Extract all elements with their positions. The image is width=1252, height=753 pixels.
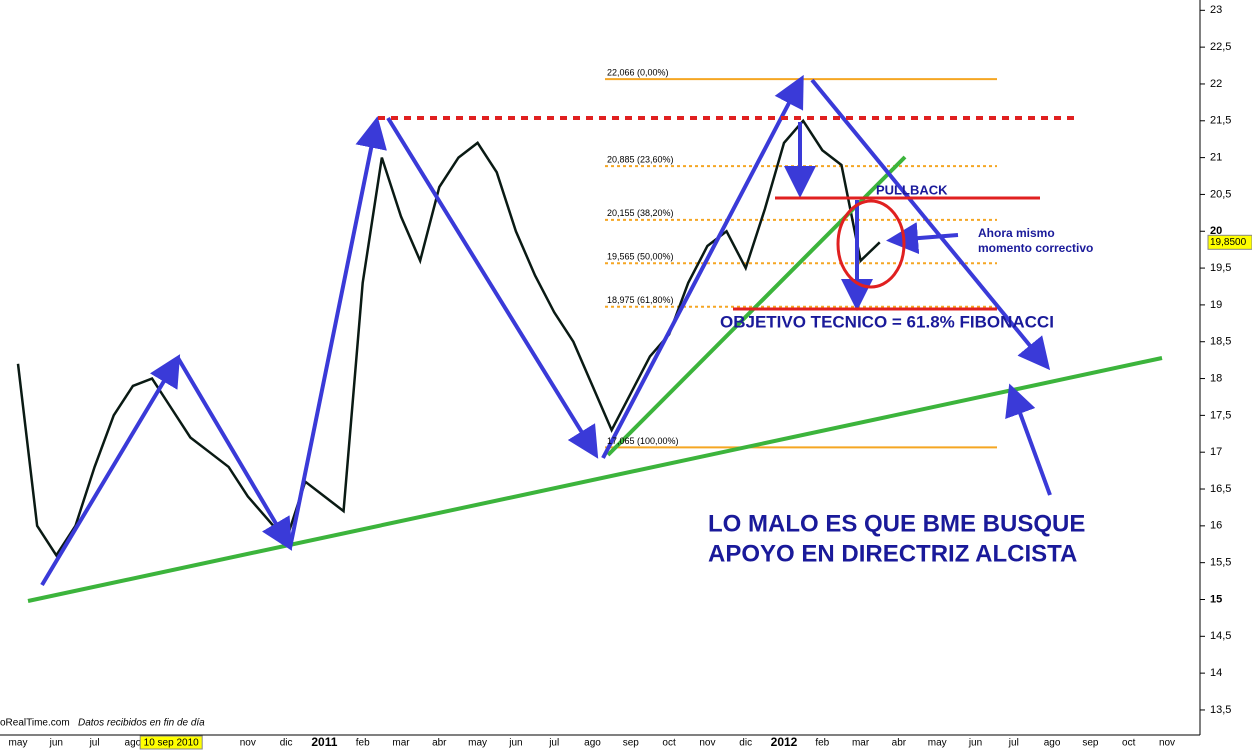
y-tick-label: 21 <box>1210 152 1222 164</box>
fib-label: 20,885 (23,60%) <box>607 154 674 164</box>
x-tick-label: may <box>9 738 28 749</box>
x-tick-label: jun <box>508 738 522 749</box>
annotation: LO MALO ES QUE BME BUSQUE <box>708 510 1085 537</box>
fib-label: 19,565 (50,00%) <box>607 252 674 262</box>
annotation: OBJETIVO TECNICO = 61.8% FIBONACCI <box>720 312 1054 331</box>
annotation: APOYO EN DIRECTRIZ ALCISTA <box>708 540 1077 567</box>
x-tick-label: mar <box>852 738 870 749</box>
y-tick-label: 15 <box>1210 593 1222 605</box>
x-tick-label: 10 sep 2010 <box>144 738 199 749</box>
y-tick-label: 18 <box>1210 372 1222 384</box>
y-tick-label: 22 <box>1210 78 1222 90</box>
annotation: Ahora mismo <box>978 226 1055 240</box>
arrow <box>386 116 599 459</box>
y-tick-label: 17 <box>1210 446 1222 458</box>
y-tick-label: 13,5 <box>1210 704 1231 716</box>
x-tick-label: jun <box>49 738 63 749</box>
arrow <box>601 74 804 459</box>
last-price-label: 19,8500 <box>1210 237 1247 248</box>
x-tick-label: ago <box>1044 738 1061 749</box>
x-label-highlight <box>139 735 203 750</box>
x-tick-label: may <box>468 738 487 749</box>
y-tick-label: 17,5 <box>1210 409 1231 421</box>
x-tick-label: dic <box>280 738 293 749</box>
x-tick-label: feb <box>815 738 829 749</box>
highlight-ellipse <box>836 199 906 289</box>
y-tick-label: 18,5 <box>1210 336 1231 348</box>
x-tick-label: jul <box>548 738 559 749</box>
arrow <box>176 356 293 551</box>
y-tick-label: 14,5 <box>1210 630 1231 642</box>
annotation: momento correctivo <box>978 241 1093 255</box>
x-tick-label: ago <box>584 738 601 749</box>
drawings <box>27 74 1163 603</box>
fib-label: 20,155 (38,20%) <box>607 208 674 218</box>
x-tick-label: nov <box>240 738 256 749</box>
x-tick-label: 2012 <box>771 735 798 749</box>
x-tick-label: jun <box>968 738 982 749</box>
x-tick-label: ago <box>125 738 142 749</box>
x-tick-label: 2011 <box>311 735 337 749</box>
y-tick-label: 16,5 <box>1210 483 1231 495</box>
x-tick-label: jul <box>89 738 100 749</box>
y-tick-label: 22,5 <box>1210 41 1231 53</box>
y-tick-label: 19 <box>1210 299 1222 311</box>
y-tick-label: 14 <box>1210 667 1222 679</box>
y-tick-label: 23 <box>1210 4 1222 16</box>
x-tick-label: sep <box>1082 738 1099 749</box>
x-tick-label: abr <box>892 738 907 749</box>
arrow <box>1005 383 1052 496</box>
x-tick-label: abr <box>432 738 447 749</box>
x-tick-label: oct <box>662 738 676 749</box>
y-tick-label: 20 <box>1210 225 1222 237</box>
y-tick-label: 19,5 <box>1210 262 1231 274</box>
x-tick-label: may <box>928 738 947 749</box>
trend-line <box>27 356 1163 603</box>
price-line <box>16 118 881 558</box>
last-price-tag <box>1207 234 1252 250</box>
fib-label: 22,066 (0,00%) <box>607 67 669 77</box>
y-tick-label: 15,5 <box>1210 557 1231 569</box>
x-tick-label: jul <box>1008 738 1019 749</box>
x-tick-label: dic <box>739 738 752 749</box>
y-tick-label: 21,5 <box>1210 115 1231 127</box>
annotation: PULLBACK <box>876 182 948 197</box>
arrow <box>288 116 387 549</box>
x-tick-label: oct <box>1122 738 1136 749</box>
footer: Datos recibidos en fin de día <box>78 718 205 729</box>
x-tick-label: feb <box>356 738 370 749</box>
y-tick-label: 16 <box>1210 520 1222 532</box>
x-tick-label: mar <box>392 738 410 749</box>
y-tick-label: 20,5 <box>1210 188 1231 200</box>
fib-label: 17,065 (100,00%) <box>607 436 679 446</box>
arrow <box>40 354 181 587</box>
x-tick-label: nov <box>699 738 715 749</box>
fib-label: 18,975 (61,80%) <box>607 295 674 305</box>
arrow <box>810 78 1051 371</box>
x-tick-label: sep <box>623 738 640 749</box>
x-tick-label: nov <box>1159 738 1175 749</box>
footer: oRealTime.com <box>0 718 70 729</box>
